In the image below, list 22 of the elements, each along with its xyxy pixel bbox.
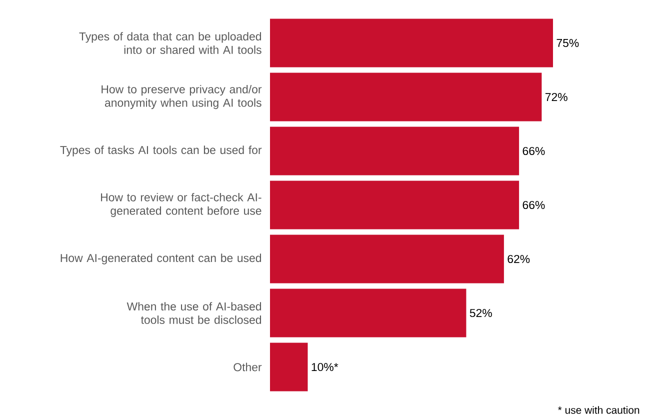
data-label: 66%: [522, 200, 545, 210]
bar: [270, 126, 520, 176]
bar: [270, 180, 520, 230]
data-label: 10%*: [312, 362, 338, 372]
text: * use with caution: [558, 406, 640, 414]
data-label: 66%: [522, 146, 545, 156]
y-tick-label: How to preserve privacy and/or anonymity when using AI tools: [102, 84, 262, 110]
bar: [270, 234, 504, 284]
bar: [270, 18, 553, 68]
data-label: 75%: [556, 38, 579, 48]
bar: [270, 342, 308, 392]
y-tick-label: How AI-generated content can be used: [60, 254, 262, 264]
y-tick-label: Other: [234, 362, 262, 372]
bar: [270, 72, 542, 122]
y-tick-label: Types of tasks AI tools can be used for: [60, 146, 262, 156]
y-tick-label: When the use of AI-based tools must be disclosed: [126, 302, 262, 324]
y-tick-label: How to review or fact-check AI-generated content before use: [101, 192, 262, 218]
data-label: 52%: [470, 308, 492, 318]
bar: [270, 288, 466, 338]
y-tick-label: Types of data that can be uploaded into or shared with AI tools: [79, 32, 262, 54]
data-label: 72%: [545, 92, 568, 102]
data-label: 62%: [508, 254, 530, 264]
